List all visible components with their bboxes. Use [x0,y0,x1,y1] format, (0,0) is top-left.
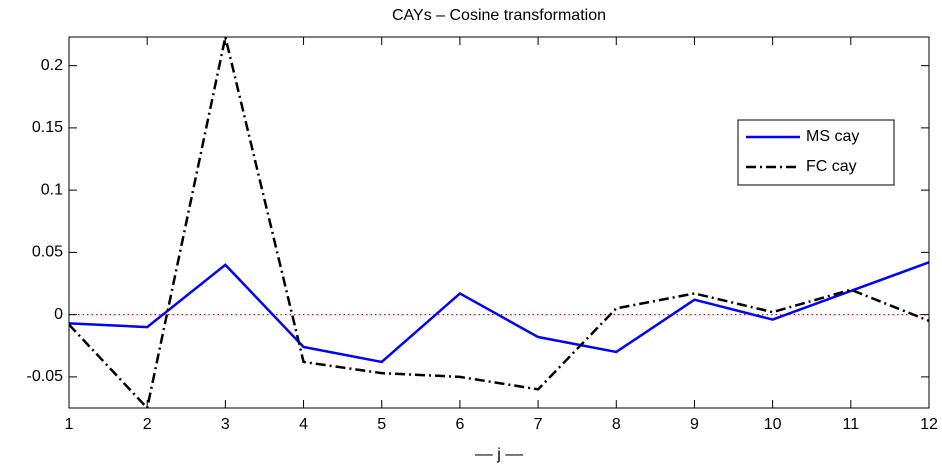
x-tick-label: 1 [65,416,74,433]
x-tick-label: 10 [764,416,782,433]
x-tick-label: 9 [690,416,699,433]
axes-box [68,36,930,409]
y-tick-label: 0.1 [41,181,63,198]
plot-area [69,37,929,408]
x-tick-label: 7 [534,416,543,433]
line-series [69,37,929,408]
y-tick-label: -0.05 [27,368,64,385]
x-tick-label: 12 [920,416,938,433]
legend-label: FC cay [806,158,857,175]
legend-label: MS cay [806,128,859,145]
x-tick-label: 3 [221,416,230,433]
x-tick-label: 6 [455,416,464,433]
y-tick-label: 0.05 [32,244,63,261]
y-tick-label: 0.2 [41,57,63,74]
x-tick-label: 5 [377,416,386,433]
line-series [69,261,929,364]
chart-title: CAYs – Cosine transformation [392,7,606,24]
x-tick-label: 8 [612,416,621,433]
x-tick-label: 4 [299,416,308,433]
y-tick-label: 0 [54,306,63,323]
y-tick-label: 0.15 [32,119,63,136]
x-axis-label: –– j –– [475,446,523,463]
legend-box [737,119,895,186]
x-tick-label: 2 [143,416,152,433]
x-tick-label: 11 [843,416,860,433]
